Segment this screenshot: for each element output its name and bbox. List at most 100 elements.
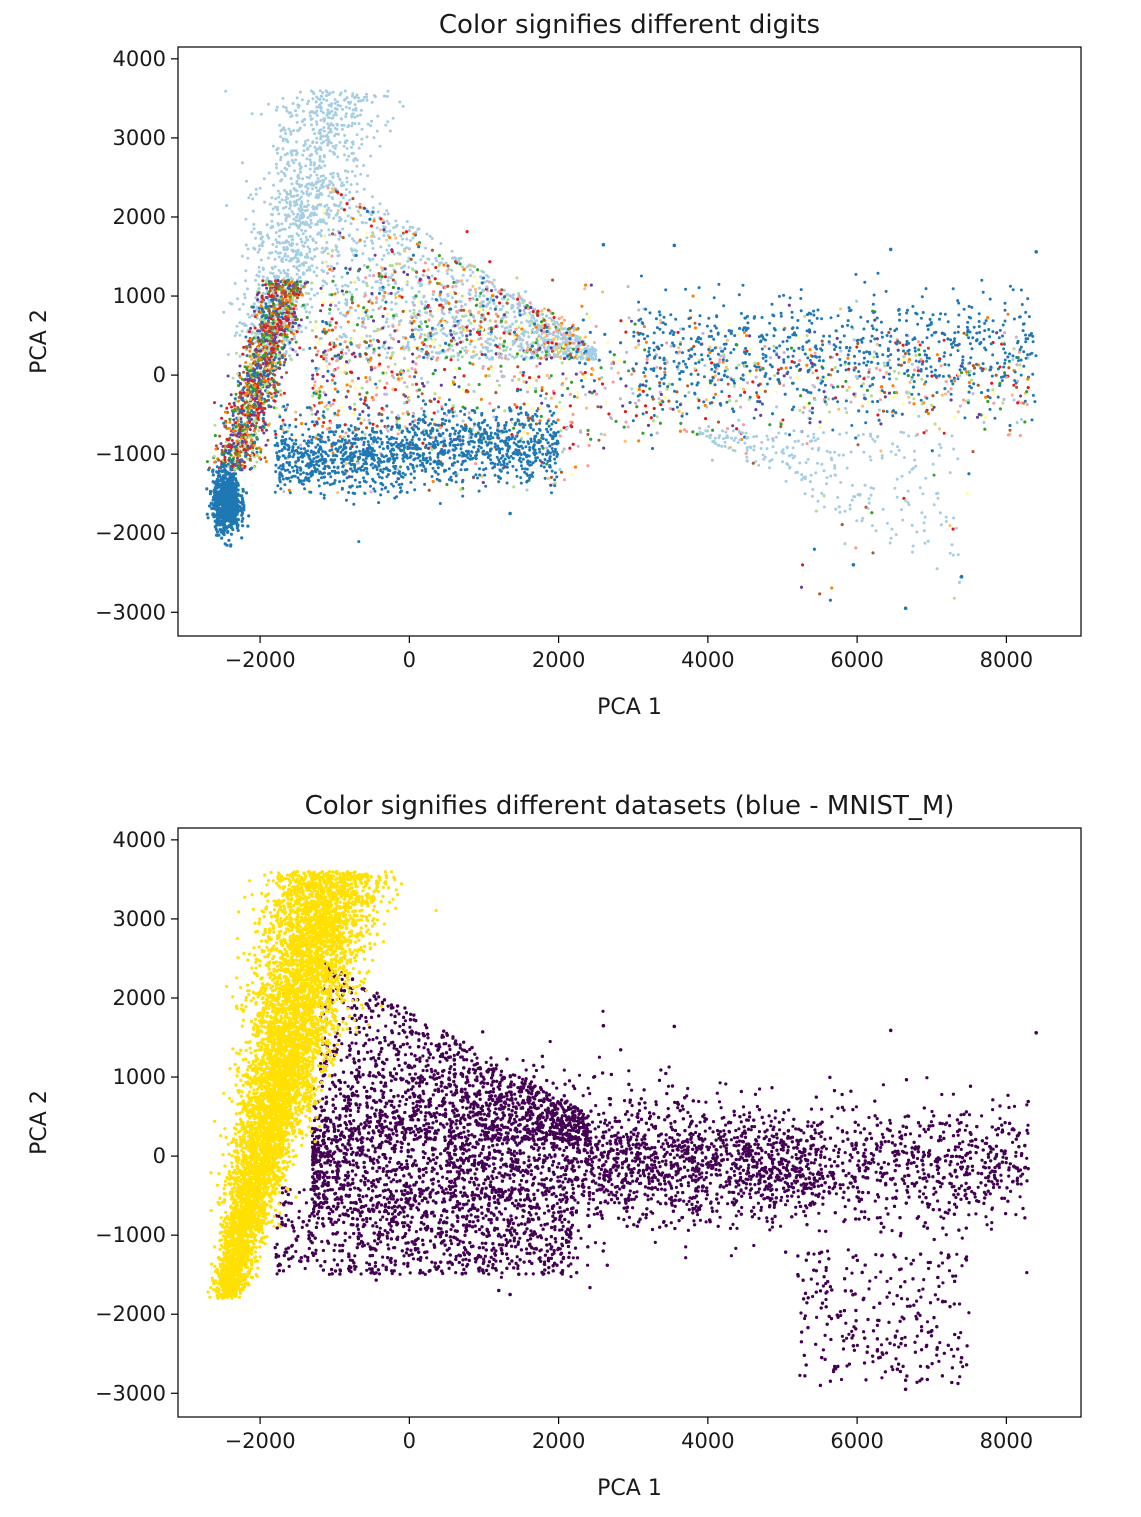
scatter-point bbox=[414, 327, 418, 331]
scatter-point bbox=[319, 148, 323, 151]
scatter-point bbox=[331, 451, 335, 455]
scatter-point bbox=[295, 194, 299, 198]
scatter-point bbox=[822, 494, 826, 498]
scatter-point bbox=[305, 190, 309, 194]
scatter-point bbox=[318, 154, 322, 158]
scatter-point bbox=[386, 351, 390, 355]
scatter-point bbox=[455, 342, 459, 346]
scatter-point bbox=[515, 405, 519, 409]
scatter-point bbox=[309, 174, 313, 177]
scatter-point bbox=[349, 281, 353, 284]
scatter-point bbox=[511, 293, 515, 297]
scatter-point bbox=[293, 169, 296, 173]
scatter-point bbox=[536, 309, 540, 313]
scatter-point bbox=[311, 97, 315, 101]
scatter-point bbox=[362, 164, 366, 167]
scatter-point bbox=[331, 176, 335, 179]
scatter-point bbox=[971, 450, 975, 454]
scatter-point bbox=[518, 348, 522, 352]
scatter-point bbox=[317, 193, 321, 197]
scatter-point bbox=[446, 348, 450, 352]
scatter-point bbox=[500, 288, 504, 292]
scatter-point bbox=[351, 108, 355, 112]
scatter-point bbox=[319, 336, 323, 340]
scatter-point bbox=[274, 231, 278, 235]
scatter-point bbox=[325, 212, 329, 216]
scatter-point bbox=[285, 201, 289, 205]
scatter-point bbox=[370, 239, 374, 243]
scatter-point bbox=[534, 330, 538, 334]
scatter-point bbox=[311, 373, 315, 377]
scatter-point bbox=[368, 274, 372, 278]
scatter-point bbox=[667, 399, 671, 403]
scatter-point bbox=[514, 339, 518, 343]
scatter-point bbox=[862, 393, 866, 397]
scatter-point bbox=[527, 335, 531, 339]
scatter-point bbox=[610, 362, 614, 366]
scatter-point bbox=[550, 356, 553, 360]
scatter-point bbox=[310, 264, 314, 268]
scatter-point bbox=[748, 334, 752, 338]
scatter-point bbox=[505, 345, 509, 349]
scatter-point bbox=[433, 368, 437, 372]
scatter-point bbox=[479, 350, 483, 354]
scatter-point bbox=[350, 170, 354, 173]
scatter-point bbox=[282, 247, 286, 251]
scatter-point bbox=[537, 328, 541, 332]
scatter-point bbox=[801, 411, 805, 414]
scatter-point bbox=[680, 414, 684, 418]
scatter-point bbox=[777, 368, 780, 372]
scatter-point bbox=[419, 332, 423, 336]
scatter-point bbox=[376, 210, 380, 214]
scatter-point bbox=[250, 112, 254, 116]
scatter-point bbox=[498, 336, 502, 340]
scatter-point bbox=[355, 164, 359, 168]
scatter-point bbox=[314, 111, 318, 115]
scatter-point bbox=[244, 323, 248, 327]
scatter-point bbox=[363, 240, 367, 244]
scatter-point bbox=[357, 122, 361, 126]
scatter-point bbox=[310, 305, 314, 309]
scatter-point bbox=[404, 300, 408, 304]
scatter-point bbox=[295, 179, 299, 183]
scatter-point bbox=[294, 109, 297, 113]
scatter-point bbox=[549, 346, 553, 350]
scatter-point bbox=[379, 245, 383, 249]
scatter-point bbox=[776, 371, 780, 375]
scatter-point bbox=[340, 335, 344, 339]
scatter-point bbox=[652, 407, 656, 410]
scatter-point bbox=[335, 262, 339, 265]
scatter-point bbox=[352, 239, 356, 243]
scatter-point bbox=[392, 226, 396, 230]
scatter-point bbox=[314, 182, 318, 186]
scatter-point bbox=[315, 122, 319, 126]
scatter-point bbox=[348, 190, 352, 194]
scatter-point bbox=[296, 129, 300, 133]
scatter-point bbox=[267, 236, 271, 240]
scatter-point bbox=[383, 267, 387, 271]
scatter-point bbox=[281, 260, 284, 264]
scatter-point bbox=[376, 114, 380, 118]
scatter-point bbox=[737, 363, 741, 367]
scatter-point bbox=[645, 357, 649, 361]
scatter-point bbox=[575, 344, 579, 348]
scatter-point bbox=[317, 231, 321, 235]
scatter-point bbox=[283, 254, 287, 258]
scatter-point bbox=[241, 302, 245, 306]
scatter-point bbox=[386, 365, 390, 369]
scatter-point bbox=[445, 356, 448, 359]
scatter-point bbox=[540, 324, 544, 328]
scatter-point bbox=[260, 244, 264, 248]
scatter-point bbox=[327, 206, 331, 210]
scatter-point bbox=[686, 384, 690, 388]
scatter-point bbox=[391, 324, 395, 328]
scatter-point bbox=[534, 319, 537, 323]
scatter-point bbox=[340, 275, 344, 279]
scatter-point bbox=[320, 246, 324, 250]
scatter-point bbox=[894, 411, 898, 415]
scatter-point bbox=[363, 293, 367, 297]
scatter-point bbox=[302, 149, 306, 153]
scatter-point bbox=[882, 409, 885, 413]
scatter-point bbox=[468, 332, 472, 336]
scatter-point bbox=[319, 118, 323, 122]
